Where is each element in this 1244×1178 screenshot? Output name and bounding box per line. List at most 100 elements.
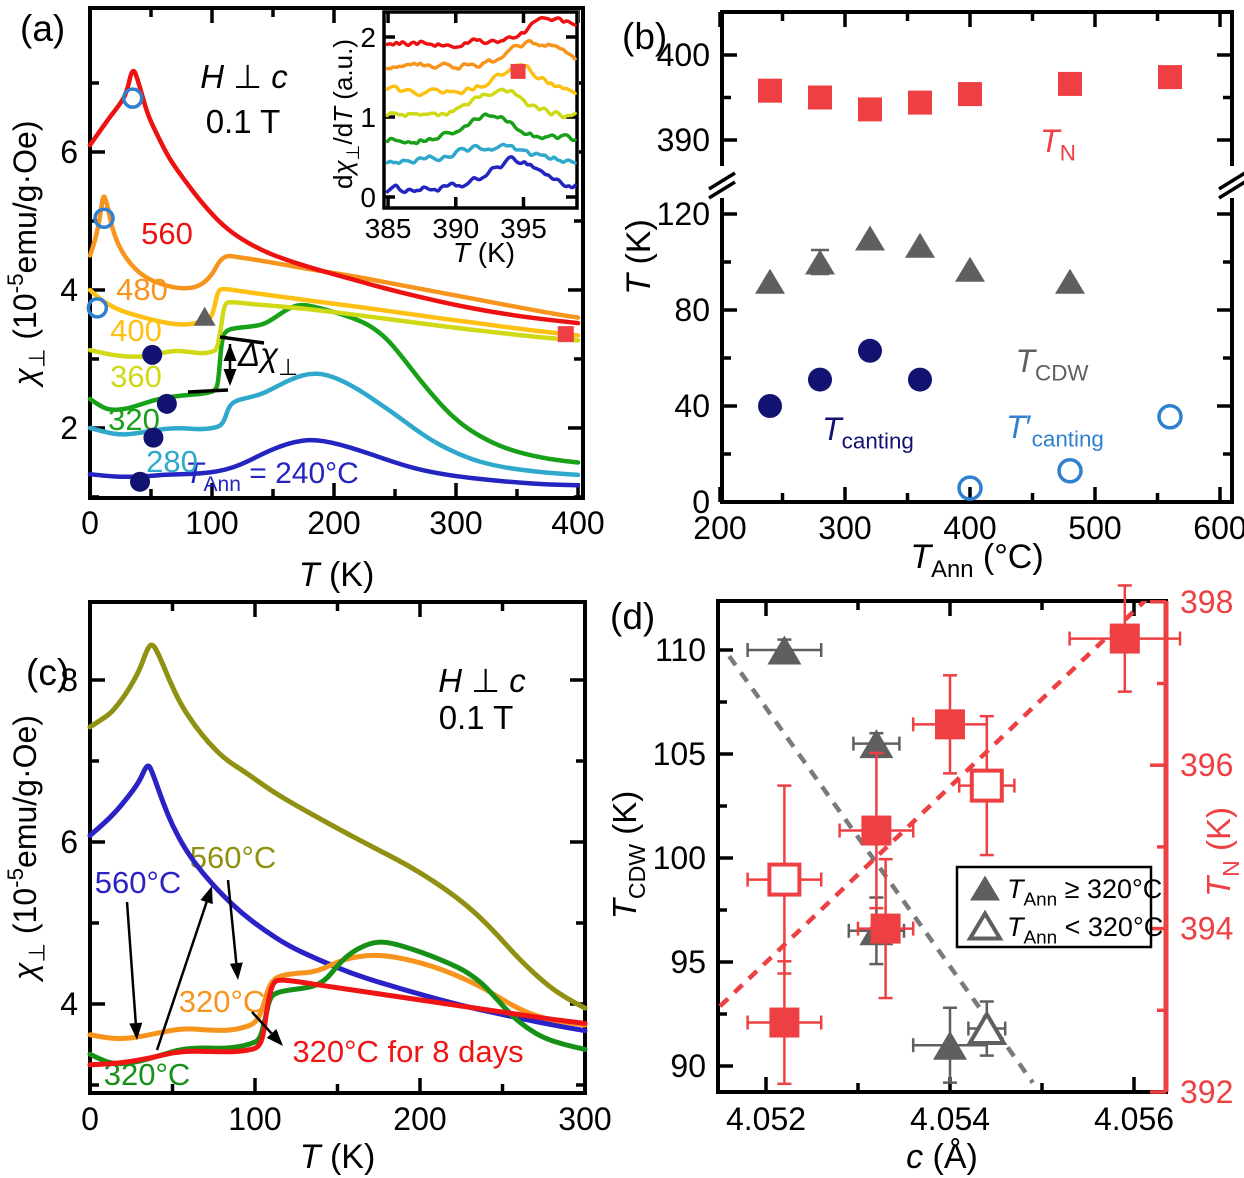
a-curve-400 — [87, 286, 581, 338]
triangle-marker — [955, 256, 985, 282]
inset-ytick-label: 2 — [360, 22, 376, 53]
c-ytick-label: 4 — [60, 986, 78, 1022]
c-curve-320_orange — [87, 952, 588, 1042]
delta-chi-label: Δχ⊥ — [237, 336, 298, 380]
annotation-arrow — [226, 879, 238, 964]
a-curve-label-280: 280 — [146, 444, 198, 479]
inset-curve-360 — [385, 87, 577, 120]
d-xtick-label: 4.056 — [1094, 1101, 1174, 1137]
d-legend-label-0: TAnn ≥ 320°C — [1007, 874, 1162, 910]
a-curve-280 — [87, 371, 581, 478]
a-curve-label-560: 560 — [141, 216, 193, 251]
delta-bottom-line — [187, 388, 229, 394]
arrow-head — [266, 1029, 283, 1046]
arrow-head — [223, 344, 237, 361]
d-left-ytick-label: 95 — [670, 944, 706, 980]
axis-break-slash — [1218, 171, 1244, 191]
c-xtick-label: 100 — [228, 1101, 281, 1137]
triangle-marker — [855, 225, 885, 251]
triangle-marker — [767, 635, 802, 665]
inset-curve-240 — [385, 155, 577, 195]
triangle-marker — [905, 232, 935, 258]
circle-marker — [93, 207, 115, 229]
a-xtick-label: 100 — [185, 505, 238, 541]
a-ytick-label: 4 — [60, 272, 78, 308]
triangle-marker — [933, 1030, 967, 1060]
triangle-marker — [970, 875, 1000, 901]
a-xtick-label: 0 — [81, 505, 99, 541]
b-ytick-label: 40 — [674, 388, 710, 424]
d-left-ytick-label: 100 — [653, 840, 706, 876]
b-ytick-label: 0 — [692, 484, 710, 520]
d-right-y-axis-title: TN (K) — [1200, 807, 1244, 897]
square-marker — [908, 90, 932, 115]
c-curve-label-560_olive: 560°C — [190, 840, 277, 875]
b-x-axis-title: TAnn (°C) — [910, 538, 1043, 583]
a-xtick-label: 400 — [551, 505, 604, 541]
a-xtick-label: 300 — [429, 505, 482, 541]
inset-x-axis-title: T (K) — [453, 237, 515, 268]
square-marker — [1158, 65, 1182, 90]
a-curve-360 — [87, 299, 581, 359]
a-field-annotation: H ⊥ c — [200, 58, 288, 95]
d-x-axis-title: c (Å) — [906, 1138, 978, 1176]
a-y-axis-title: χ⊥ (10-5emu/g·Oe) — [3, 121, 49, 389]
delta-top-line — [219, 335, 265, 345]
inset-ytick-label: 0 — [360, 182, 376, 213]
inset-y-axis-title: dχ⊥/dT (a.u.) — [328, 39, 363, 189]
c-curve-label-560_blue: 560°C — [95, 865, 182, 900]
d-right-ytick-label: 392 — [1180, 1074, 1233, 1110]
c-y-axis-title: χ⊥ (10-5emu/g·Oe) — [3, 715, 49, 983]
b-xtick-label: 400 — [943, 510, 996, 546]
b-ytick-label: 120 — [657, 196, 710, 232]
plot-frame — [720, 10, 1234, 504]
axis-break-slash — [708, 171, 736, 191]
a-field-annotation: 0.1 T — [206, 103, 281, 140]
square-marker — [969, 768, 1004, 803]
circle-marker — [957, 475, 983, 501]
a-xtick-label: 200 — [307, 505, 360, 541]
c-curve-label-320_orange: 320°C — [179, 984, 266, 1019]
d-gray-trend-line — [727, 654, 1035, 1084]
d-left-y-axis-title: TCDW (K) — [606, 791, 650, 920]
triangle-marker — [966, 1010, 1008, 1046]
square-marker — [958, 82, 982, 107]
circle-marker — [142, 344, 163, 365]
c-x-axis-title: T (K) — [300, 1138, 376, 1176]
b-series-label-Tcanting: Tcanting — [822, 411, 914, 454]
square-marker — [1109, 623, 1140, 654]
circle-marker — [143, 427, 164, 448]
inset-curve-560 — [385, 15, 577, 50]
square-marker — [858, 97, 882, 122]
inset-curve-400 — [385, 63, 577, 98]
b-ytick-label: 80 — [674, 292, 710, 328]
a-curve-240 — [87, 437, 581, 488]
b-series-label-Tcanting_p: T′canting — [1006, 409, 1104, 452]
c-ytick-label: 8 — [60, 662, 78, 698]
a-curve-label-400: 400 — [110, 313, 162, 348]
c-xtick-label: 0 — [81, 1101, 99, 1137]
a-ytick-label: 6 — [60, 134, 78, 170]
square-marker — [935, 709, 965, 740]
circle-marker — [808, 367, 832, 392]
d-legend-label-1: TAnn < 320°C — [1007, 912, 1163, 948]
b-xtick-label: 500 — [1068, 510, 1121, 546]
arrow-head — [200, 886, 213, 905]
circle-marker — [908, 367, 932, 392]
circle-marker — [121, 87, 144, 109]
arrow-head — [223, 369, 237, 386]
inset-curve-280 — [385, 142, 577, 166]
d-right-ytick-label: 394 — [1180, 911, 1233, 947]
square-marker — [510, 63, 526, 79]
d-left-ytick-label: 90 — [670, 1048, 706, 1084]
triangle-marker — [1055, 268, 1085, 294]
a-curve-label-240: TAnn = 240°C — [185, 457, 359, 496]
arrow-head — [129, 1022, 143, 1040]
b-ytick-label: 390 — [657, 122, 710, 158]
circle-marker — [1157, 404, 1183, 430]
c-xtick-label: 300 — [558, 1101, 611, 1137]
d-left-ytick-label: 110 — [655, 632, 706, 668]
square-marker — [758, 78, 782, 103]
c-curve-label-320_8days: 320°C for 8 days — [292, 1034, 523, 1069]
